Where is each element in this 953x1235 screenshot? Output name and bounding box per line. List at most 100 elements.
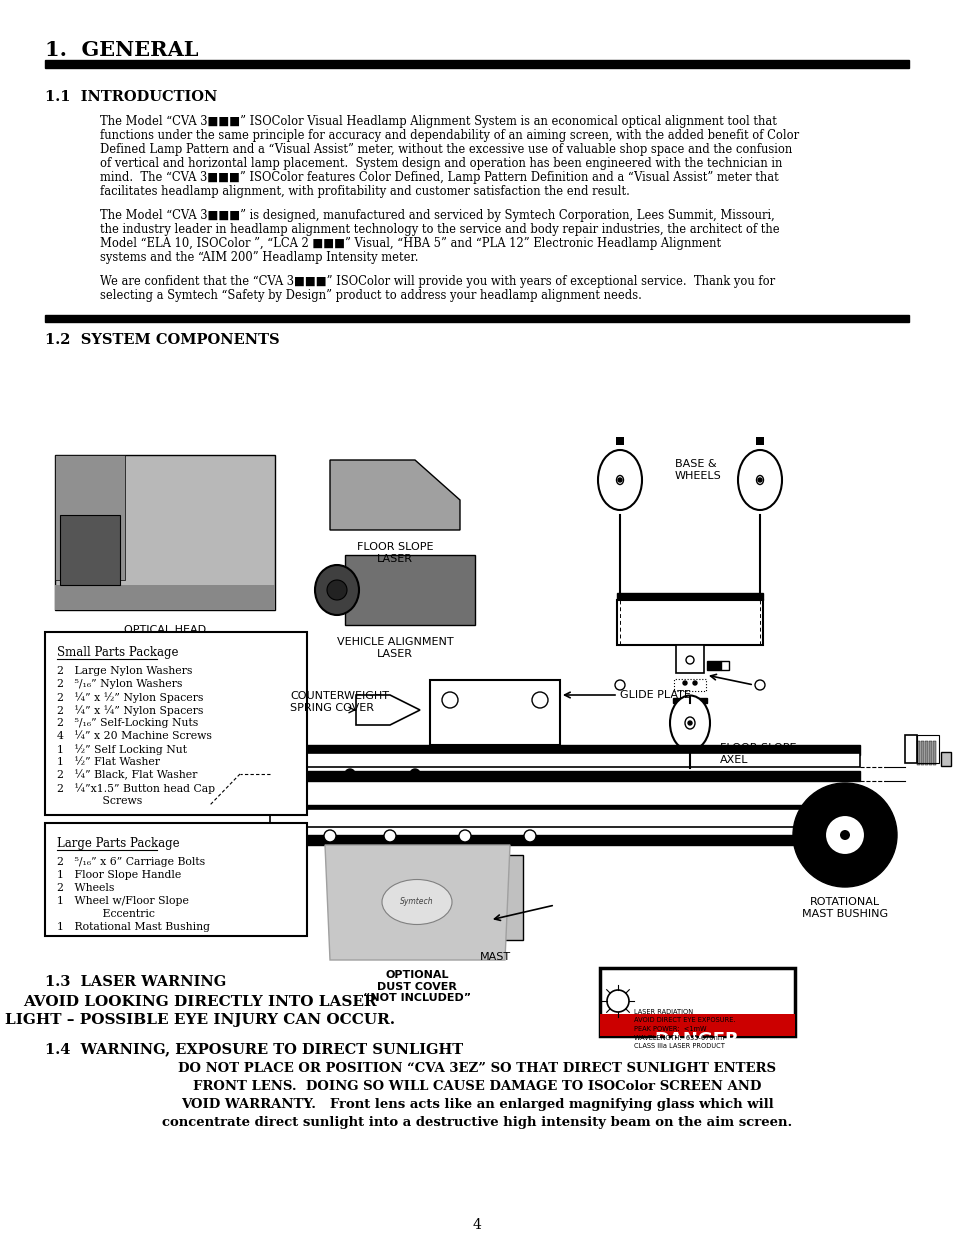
Text: MAST: MAST [479, 952, 510, 962]
Text: Symtech: Symtech [399, 898, 434, 906]
Bar [45, 61, 908, 68]
Bar [270, 835, 859, 845]
Text: 1.3  LASER WARNING: 1.3 LASER WARNING [45, 974, 226, 989]
Text: Screws: Screws [57, 797, 142, 806]
Text: Large Parts Package: Large Parts Package [57, 837, 179, 850]
Circle shape [458, 830, 471, 842]
Text: 1.4  WARNING, EXPOSURE TO DIRECT SUNLIGHT: 1.4 WARNING, EXPOSURE TO DIRECT SUNLIGHT [45, 1042, 462, 1056]
Text: LASER RADIATION: LASER RADIATION [634, 1009, 693, 1015]
Circle shape [687, 721, 691, 725]
Text: BASE &
WHEELS: BASE & WHEELS [675, 459, 721, 480]
Text: WAVELENGTH:  635-670nm: WAVELENGTH: 635-670nm [634, 1035, 723, 1041]
Text: selecting a Symtech “Safety by Design” product to address your headlamp alignmen: selecting a Symtech “Safety by Design” p… [100, 289, 641, 303]
Bar [673, 679, 705, 692]
Bar [345, 555, 475, 625]
Text: Small Parts Package: Small Parts Package [57, 646, 178, 659]
Text: functions under the same principle for accuracy and dependability of an aiming s: functions under the same principle for a… [100, 128, 799, 142]
Text: 1   Rotational Mast Bushing: 1 Rotational Mast Bushing [57, 923, 210, 932]
Bar [706, 661, 720, 671]
Text: GLIDE PLATE: GLIDE PLATE [619, 690, 690, 700]
Bar [920, 741, 923, 764]
Text: 2   ⁵/₁₆” Nylon Washers: 2 ⁵/₁₆” Nylon Washers [57, 679, 182, 689]
Polygon shape [330, 459, 459, 530]
Text: 2   ¼”x1.5” Button head Cap: 2 ¼”x1.5” Button head Cap [57, 783, 214, 794]
Circle shape [410, 769, 419, 779]
Circle shape [618, 478, 621, 482]
Text: facilitates headlamp alignment, with profitability and customer satisfaction the: facilitates headlamp alignment, with pro… [100, 185, 629, 198]
Ellipse shape [738, 450, 781, 510]
Text: COUNTERWEIGHT
SPRING COVER: COUNTERWEIGHT SPRING COVER [290, 692, 389, 713]
Text: 2   ⁵/₁₆” Self-Locking Nuts: 2 ⁵/₁₆” Self-Locking Nuts [57, 718, 198, 727]
Bar [55, 454, 274, 610]
Text: Eccentric: Eccentric [57, 909, 154, 919]
Circle shape [606, 990, 628, 1011]
Bar [676, 645, 703, 673]
Text: Defined Lamp Pattern and a “Visual Assist” meter, without the excessive use of v: Defined Lamp Pattern and a “Visual Assis… [100, 143, 791, 156]
Bar [270, 745, 859, 755]
Text: The Model “CVA 3■■■” is designed, manufactured and serviced by Symtech Corporati: The Model “CVA 3■■■” is designed, manufa… [100, 209, 774, 222]
Text: DANGER: DANGER [654, 1031, 739, 1049]
Bar [270, 809, 859, 827]
Circle shape [327, 580, 347, 600]
Bar [616, 437, 623, 445]
Text: 1   ½” Flat Washer: 1 ½” Flat Washer [57, 757, 160, 767]
Circle shape [824, 815, 864, 855]
Ellipse shape [598, 450, 641, 510]
Text: 1   ½” Self Locking Nut: 1 ½” Self Locking Nut [57, 743, 187, 755]
Bar [45, 315, 908, 322]
Bar [928, 741, 931, 764]
Text: 1   Wheel w/Floor Slope: 1 Wheel w/Floor Slope [57, 897, 189, 906]
Circle shape [532, 692, 547, 708]
Text: 4   ¼” x 20 Machine Screws: 4 ¼” x 20 Machine Screws [57, 731, 212, 741]
Text: We are confident that the “CVA 3■■■” ISOColor will provide you with years of exc: We are confident that the “CVA 3■■■” ISO… [100, 275, 774, 288]
Circle shape [758, 478, 761, 482]
Text: OPTICAL HEAD: OPTICAL HEAD [124, 625, 206, 635]
Text: CLASS IIIa LASER PRODUCT: CLASS IIIa LASER PRODUCT [634, 1044, 724, 1049]
Polygon shape [355, 695, 419, 725]
Text: AVOID DIRECT EYE EXPOSURE.: AVOID DIRECT EYE EXPOSURE. [634, 1018, 735, 1024]
Circle shape [754, 680, 764, 690]
Text: PEAK POWER:  <1mW: PEAK POWER: <1mW [634, 1026, 706, 1032]
Text: Model “ELA 10, ISOColor ”, “LCA 2 ■■■” Visual, “HBA 5” and “PLA 12” Electronic H: Model “ELA 10, ISOColor ”, “LCA 2 ■■■” V… [100, 237, 720, 249]
Text: The Model “CVA 3■■■” ISOColor Visual Headlamp Alignment System is an economical : The Model “CVA 3■■■” ISOColor Visual Hea… [100, 115, 776, 128]
Text: DO NOT PLACE OR POSITION “CVA 3EZ” SO THAT DIRECT SUNLIGHT ENTERS: DO NOT PLACE OR POSITION “CVA 3EZ” SO TH… [178, 1062, 775, 1074]
Text: the industry leader in headlamp alignment technology to the service and body rep: the industry leader in headlamp alignmen… [100, 224, 779, 236]
Circle shape [685, 656, 693, 664]
Text: 2   Large Nylon Washers: 2 Large Nylon Washers [57, 666, 193, 676]
Circle shape [792, 783, 896, 887]
Bar [60, 515, 120, 585]
Bar [924, 741, 927, 764]
Ellipse shape [684, 718, 695, 729]
Circle shape [384, 830, 395, 842]
Bar [270, 805, 859, 815]
Ellipse shape [314, 564, 358, 615]
Text: FRONT LENS.  DOING SO WILL CAUSE DAMAGE TO ISOColor SCREEN AND: FRONT LENS. DOING SO WILL CAUSE DAMAGE T… [193, 1079, 760, 1093]
Ellipse shape [669, 695, 709, 751]
Bar [916, 741, 919, 764]
Bar [430, 680, 559, 745]
Circle shape [441, 692, 457, 708]
Text: 2   ⁵/₁₆” x 6” Carriage Bolts: 2 ⁵/₁₆” x 6” Carriage Bolts [57, 857, 205, 867]
Text: 2   ¼” x ¼” Nylon Spacers: 2 ¼” x ¼” Nylon Spacers [57, 705, 203, 716]
Text: ROTATIONAL
MAST BUSHING: ROTATIONAL MAST BUSHING [801, 897, 887, 919]
Text: mind.  The “CVA 3■■■” ISOColor features Color Defined, Lamp Pattern Definition a: mind. The “CVA 3■■■” ISOColor features C… [100, 170, 778, 184]
Polygon shape [325, 845, 510, 960]
Bar [904, 735, 916, 763]
Text: OPTIONAL
DUST COVER
“NOT INCLUDED”: OPTIONAL DUST COVER “NOT INCLUDED” [362, 969, 471, 1003]
Text: of vertical and horizontal lamp placement.  System design and operation has been: of vertical and horizontal lamp placemen… [100, 157, 781, 170]
Bar [755, 437, 763, 445]
Bar [932, 741, 935, 764]
Bar [468, 855, 522, 940]
Bar [45, 632, 307, 815]
Text: systems and the “AIM 200” Headlamp Intensity meter.: systems and the “AIM 200” Headlamp Inten… [100, 251, 418, 264]
Circle shape [324, 830, 335, 842]
Bar [916, 735, 938, 763]
Circle shape [345, 769, 355, 779]
Text: FLOOR SLOPE
LASER: FLOOR SLOPE LASER [356, 542, 433, 563]
Text: 2   Wheels: 2 Wheels [57, 883, 114, 893]
Bar [672, 698, 706, 703]
Text: VEHICLE ALIGNMENT
LASER: VEHICLE ALIGNMENT LASER [336, 637, 453, 658]
Bar [270, 753, 859, 767]
Circle shape [682, 680, 686, 685]
Text: LIGHT – POSSIBLE EYE INJURY CAN OCCUR.: LIGHT – POSSIBLE EYE INJURY CAN OCCUR. [5, 1013, 395, 1028]
